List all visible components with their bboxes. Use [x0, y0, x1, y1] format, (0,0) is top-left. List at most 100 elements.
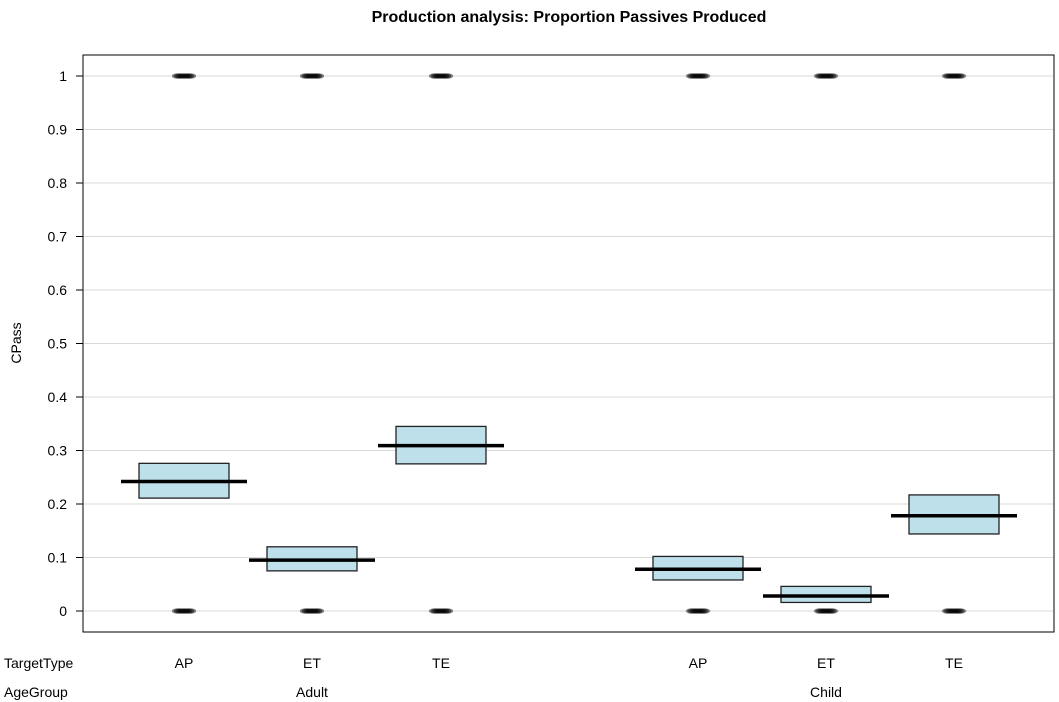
data-point [813, 73, 824, 79]
data-point [437, 73, 448, 79]
y-tick-label: 0.7 [48, 229, 68, 245]
raw-data-points [171, 73, 967, 614]
x-factor-label-agegroup: AgeGroup [4, 684, 68, 700]
data-point [310, 608, 321, 614]
data-point [179, 73, 189, 79]
x-category-label: TE [432, 655, 450, 671]
data-point [299, 73, 310, 79]
data-point [694, 608, 705, 614]
data-point [700, 608, 711, 614]
data-point [308, 608, 319, 614]
data-point [950, 608, 961, 614]
data-point [698, 608, 709, 614]
data-point [301, 608, 312, 614]
data-point [307, 608, 317, 614]
data-point [685, 73, 696, 79]
data-point [817, 73, 828, 79]
data-point [956, 73, 967, 79]
data-point [817, 608, 828, 614]
y-axis-label: CPass [8, 322, 24, 363]
data-point [441, 608, 452, 614]
data-point [171, 73, 182, 79]
data-point [434, 608, 445, 614]
data-point [815, 73, 826, 79]
data-point [954, 608, 965, 614]
data-point [175, 73, 186, 79]
data-point [947, 73, 958, 79]
x-group-label: Adult [296, 684, 328, 700]
x-category-label: AP [175, 655, 194, 671]
y-tick-label: 1 [59, 68, 67, 84]
data-point [694, 73, 705, 79]
y-tick-label: 0.9 [48, 122, 68, 138]
data-point [687, 608, 698, 614]
data-point [305, 608, 316, 614]
grid-lines [84, 75, 1053, 612]
data-point [173, 73, 184, 79]
data-point [314, 73, 325, 79]
data-point [173, 608, 184, 614]
data-point [303, 608, 314, 614]
data-point [184, 73, 195, 79]
data-point [952, 73, 963, 79]
data-point [310, 73, 321, 79]
data-point [180, 608, 191, 614]
data-point [691, 608, 702, 614]
data-point [443, 73, 454, 79]
confidence-boxes [121, 425, 1017, 604]
data-point [821, 73, 831, 79]
y-tick-label: 0.8 [48, 175, 68, 191]
y-tick-label: 0.2 [48, 496, 68, 512]
data-point [312, 73, 323, 79]
data-point [171, 608, 182, 614]
data-point [949, 73, 959, 79]
data-point [428, 73, 439, 79]
data-point [943, 73, 954, 79]
data-point [436, 608, 446, 614]
data-point [956, 608, 967, 614]
data-point [186, 608, 197, 614]
y-tick-label: 0.5 [48, 336, 68, 352]
data-point [177, 73, 188, 79]
data-point [815, 608, 826, 614]
data-point [826, 73, 837, 79]
data-point [301, 73, 312, 79]
data-point [439, 73, 450, 79]
data-point [437, 608, 448, 614]
x-category-label: AP [689, 655, 708, 671]
data-point [186, 73, 197, 79]
y-tick-label: 0.4 [48, 389, 68, 405]
data-point [443, 608, 454, 614]
data-point [943, 608, 954, 614]
data-point [439, 608, 450, 614]
data-point [441, 73, 452, 79]
x-category-label: ET [817, 655, 835, 671]
data-point [828, 608, 839, 614]
y-tick-label: 0.3 [48, 443, 68, 459]
y-tick-label: 0 [59, 603, 67, 619]
data-point [828, 73, 839, 79]
data-point [824, 608, 835, 614]
data-point [696, 73, 707, 79]
data-point [314, 608, 325, 614]
data-point [180, 73, 191, 79]
data-point [432, 608, 443, 614]
data-point [434, 73, 445, 79]
data-point [822, 608, 833, 614]
data-point [312, 608, 323, 614]
x-category-label: ET [303, 655, 321, 671]
data-point [685, 608, 696, 614]
data-point [945, 608, 956, 614]
data-point [308, 73, 319, 79]
data-point [689, 73, 700, 79]
data-point [175, 608, 186, 614]
data-point [826, 608, 837, 614]
data-point [822, 73, 833, 79]
data-point [954, 73, 965, 79]
data-point [182, 73, 193, 79]
data-point [693, 73, 703, 79]
data-point [430, 73, 441, 79]
data-point [693, 608, 703, 614]
y-tick-label: 0.1 [48, 550, 68, 566]
data-point [941, 608, 952, 614]
